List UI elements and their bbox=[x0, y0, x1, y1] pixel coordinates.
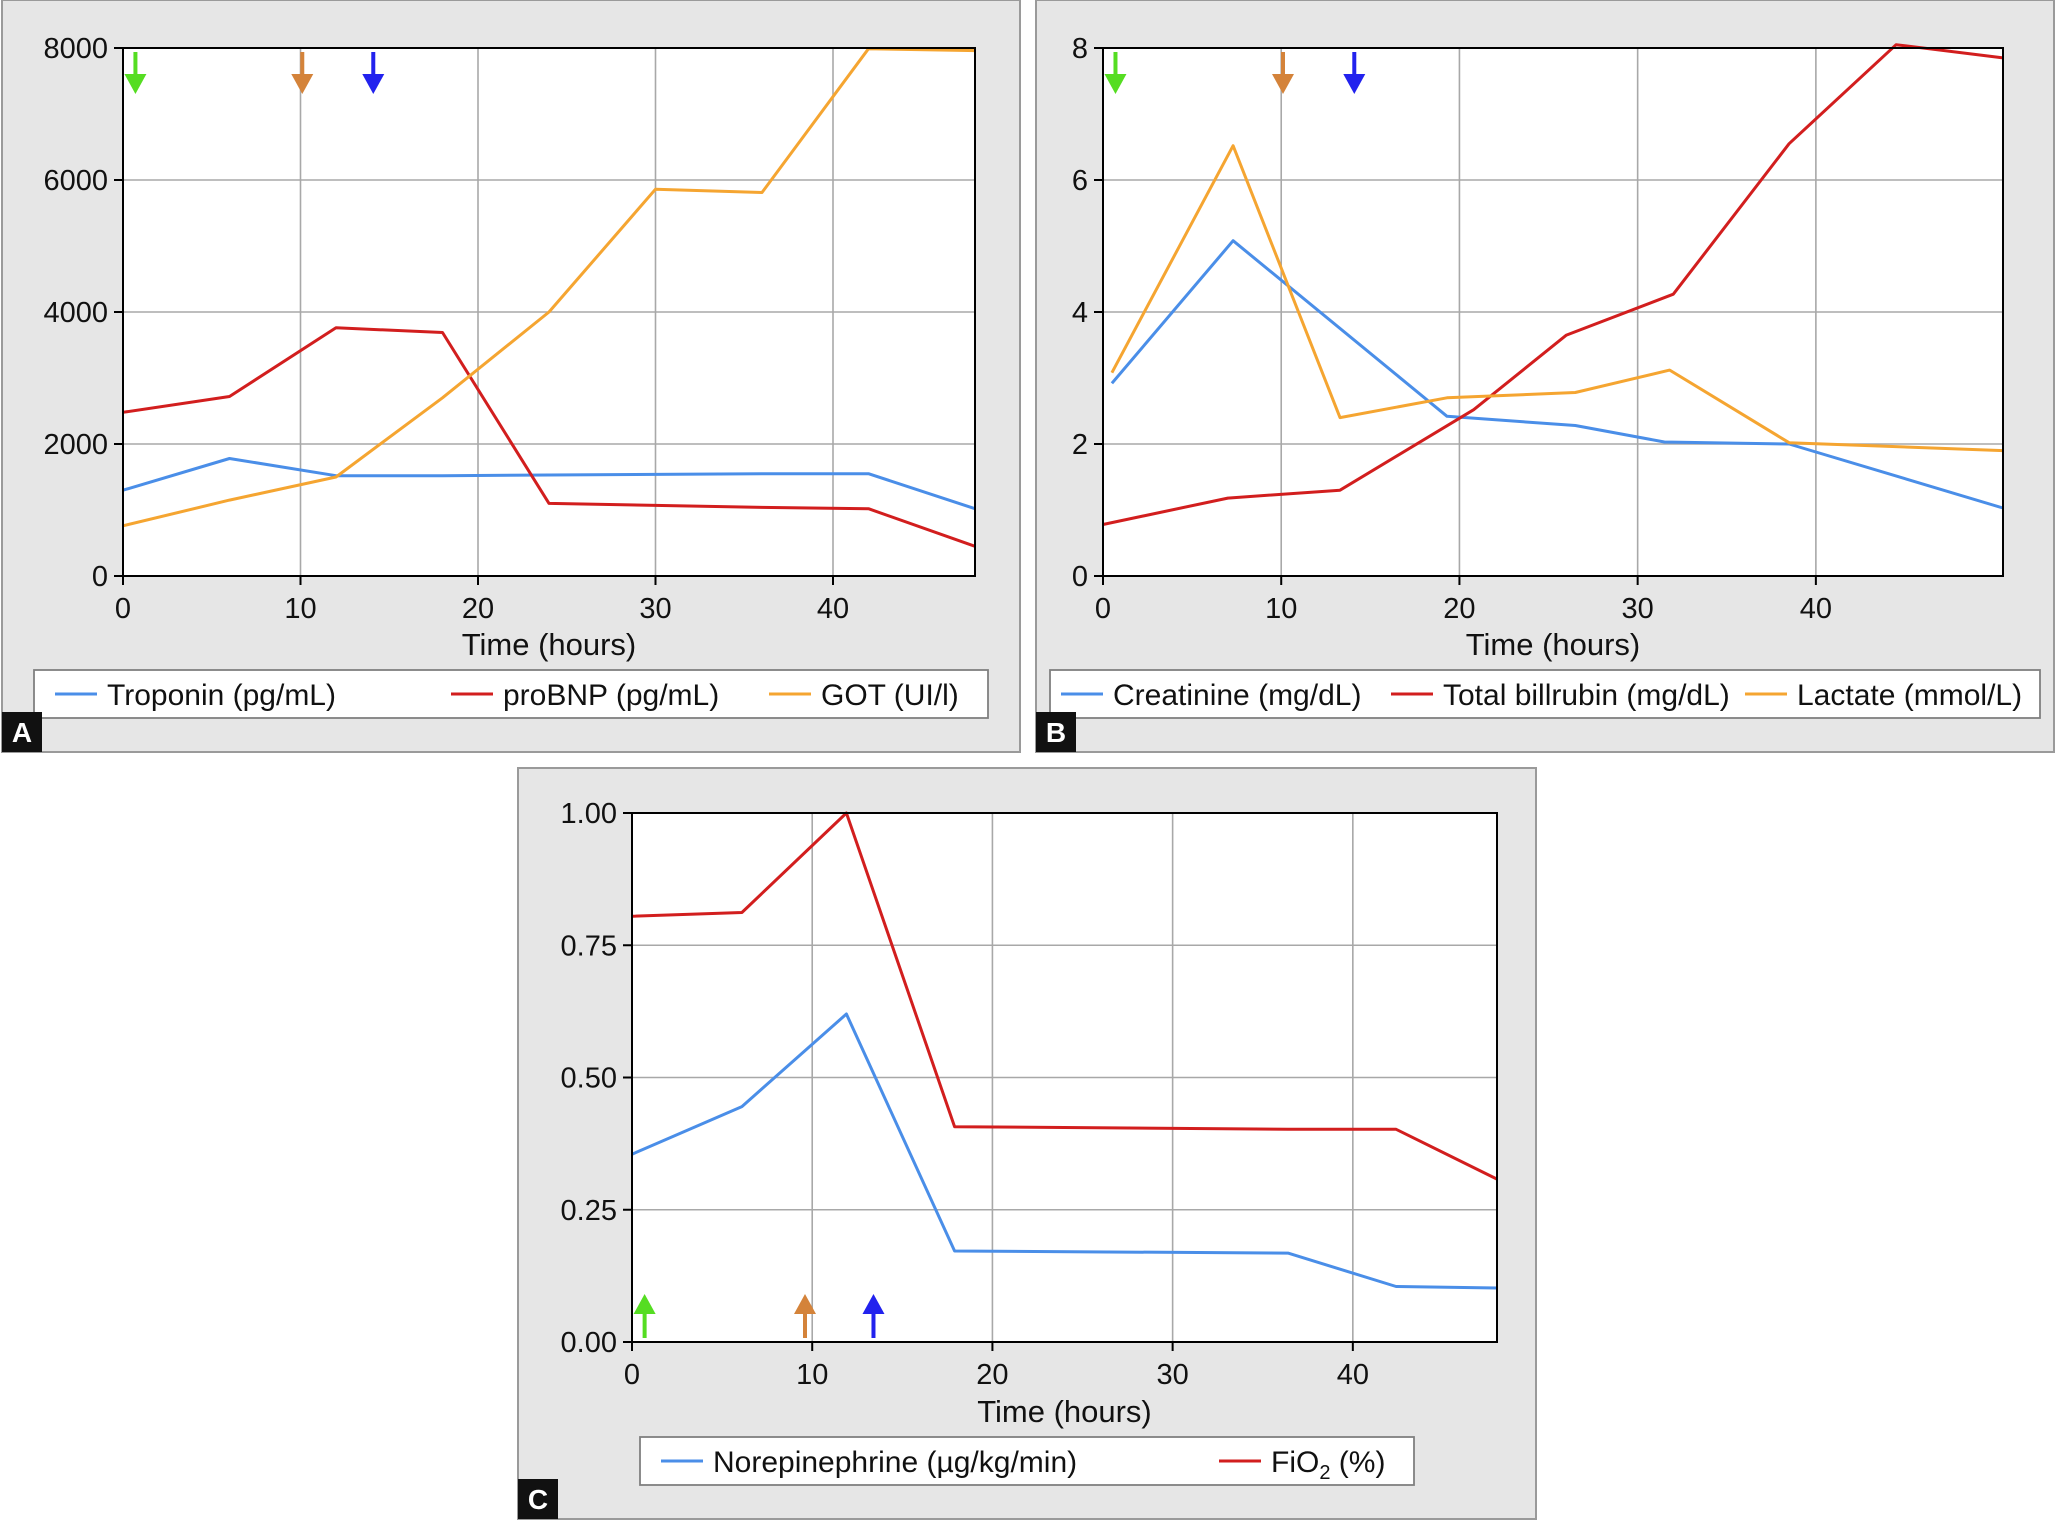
y-tick-label: 0 bbox=[92, 561, 108, 593]
legend-box bbox=[639, 1436, 1415, 1486]
x-axis-title: Time (hours) bbox=[977, 1394, 1152, 1429]
x-tick-label: 30 bbox=[1156, 1359, 1188, 1391]
x-axis-title: Time (hours) bbox=[1466, 627, 1641, 662]
x-tick-label: 20 bbox=[462, 593, 494, 625]
panel-letter: B bbox=[1046, 717, 1066, 748]
x-tick-label: 30 bbox=[639, 593, 671, 625]
y-tick-label: 1.00 bbox=[561, 798, 617, 830]
x-tick-label: 10 bbox=[284, 593, 316, 625]
arrow-head bbox=[633, 1294, 656, 1314]
y-tick-label: 0.25 bbox=[561, 1195, 617, 1227]
arrow-head bbox=[1104, 74, 1127, 94]
panel-badge-box bbox=[1036, 712, 1076, 752]
x-tick-label: 0 bbox=[624, 1359, 640, 1391]
x-tick-label: 10 bbox=[796, 1359, 828, 1391]
legend-box bbox=[1049, 669, 2041, 719]
event-arrow-1 bbox=[633, 1294, 656, 1338]
event-arrow-2 bbox=[794, 1294, 816, 1338]
series-line-1 bbox=[122, 457, 976, 511]
y-tick-label: 2000 bbox=[43, 429, 108, 461]
x-tick-label: 40 bbox=[1337, 1359, 1369, 1391]
y-tick-label: 2 bbox=[1072, 429, 1088, 461]
series-line-3 bbox=[1110, 144, 2004, 453]
panel-badge-box bbox=[518, 1479, 558, 1519]
y-tick-label: 0.50 bbox=[561, 1063, 617, 1095]
legend: Creatinine (mg/dL) Total billrubin (mg/dL… bbox=[1049, 669, 2041, 719]
series-line-2 bbox=[631, 811, 1498, 1181]
x-tick-label: 20 bbox=[976, 1359, 1008, 1391]
series-line-1 bbox=[631, 1012, 1498, 1290]
series-line-2 bbox=[1102, 43, 2004, 526]
x-tick-label: 40 bbox=[817, 593, 849, 625]
panel-badge: C bbox=[518, 1479, 558, 1519]
arrow-head bbox=[1272, 74, 1294, 94]
event-arrow-2 bbox=[291, 52, 314, 94]
legend: Troponin (pg/mL) proBNP (pg/mL) GOT (UI/l) bbox=[33, 669, 989, 719]
x-axis-title: Time (hours) bbox=[462, 627, 637, 662]
panel-letter: C bbox=[528, 1484, 548, 1515]
legend-label: Norepinephrine (µg/kg/min) bbox=[713, 1446, 1077, 1479]
arrow-head bbox=[362, 74, 385, 94]
event-arrow-3 bbox=[362, 52, 385, 94]
y-tick-label: 0 bbox=[1072, 561, 1088, 593]
legend-label: Creatinine (mg/dL) bbox=[1113, 679, 1361, 712]
chart-panel-c: 0 10 20 30 40 0.00 0.25 0.50 0.75 1.00 Time (hours… bbox=[517, 767, 1537, 1520]
y-tick-label: 4000 bbox=[43, 297, 108, 329]
arrow-head bbox=[291, 74, 314, 94]
legend-label: proBNP (pg/mL) bbox=[503, 679, 719, 712]
x-tick-label: 0 bbox=[1095, 593, 1111, 625]
legend: Norepinephrine (µg/kg/min) FiO2 (%) bbox=[639, 1436, 1415, 1486]
event-arrow-2 bbox=[1272, 52, 1294, 94]
panel-badge-box bbox=[2, 712, 42, 752]
series-line-2 bbox=[122, 326, 976, 548]
y-tick-label: 6000 bbox=[43, 165, 108, 197]
arrow-head bbox=[862, 1294, 885, 1314]
panel-badge: B bbox=[1036, 712, 1076, 752]
x-tick-label: 40 bbox=[1800, 593, 1832, 625]
gridlines bbox=[632, 813, 1497, 1342]
y-tick-label: 0.75 bbox=[561, 930, 617, 962]
legend-label: GOT (UI/l) bbox=[821, 679, 959, 712]
x-tick-label: 0 bbox=[115, 593, 131, 625]
event-arrow-1 bbox=[124, 52, 147, 94]
legend-label: Lactate (mmol/L) bbox=[1797, 679, 2022, 712]
arrow-head bbox=[794, 1294, 816, 1314]
y-tick-label: 6 bbox=[1072, 165, 1088, 197]
legend-label: FiO2 (%) bbox=[1271, 1446, 1385, 1484]
chart-panel-b: 0 10 20 30 40 0 2 4 6 8 Time (hours) Creatinine (mg… bbox=[1035, 0, 2055, 753]
event-arrow-3 bbox=[1343, 52, 1366, 94]
event-arrow-1 bbox=[1104, 52, 1127, 94]
panel-letter: A bbox=[12, 717, 32, 748]
legend-box bbox=[33, 669, 989, 719]
legend-label: Troponin (pg/mL) bbox=[107, 679, 336, 712]
series-line-3 bbox=[122, 47, 976, 528]
legend-label: Total billrubin (mg/dL) bbox=[1443, 679, 1730, 712]
y-tick-label: 8000 bbox=[43, 33, 108, 65]
y-tick-label: 0.00 bbox=[561, 1327, 617, 1359]
x-tick-label: 20 bbox=[1443, 593, 1475, 625]
x-tick-label: 30 bbox=[1622, 593, 1654, 625]
y-tick-label: 8 bbox=[1072, 33, 1088, 65]
x-tick-label: 10 bbox=[1265, 593, 1297, 625]
arrow-head bbox=[124, 74, 147, 94]
panel-badge: A bbox=[2, 712, 42, 752]
arrow-head bbox=[1343, 74, 1366, 94]
y-tick-label: 4 bbox=[1072, 297, 1088, 329]
event-arrow-3 bbox=[862, 1294, 885, 1338]
chart-panel-a: 0 10 20 30 40 0 2000 4000 6000 8000 Time (hours) Tr… bbox=[1, 0, 1021, 753]
